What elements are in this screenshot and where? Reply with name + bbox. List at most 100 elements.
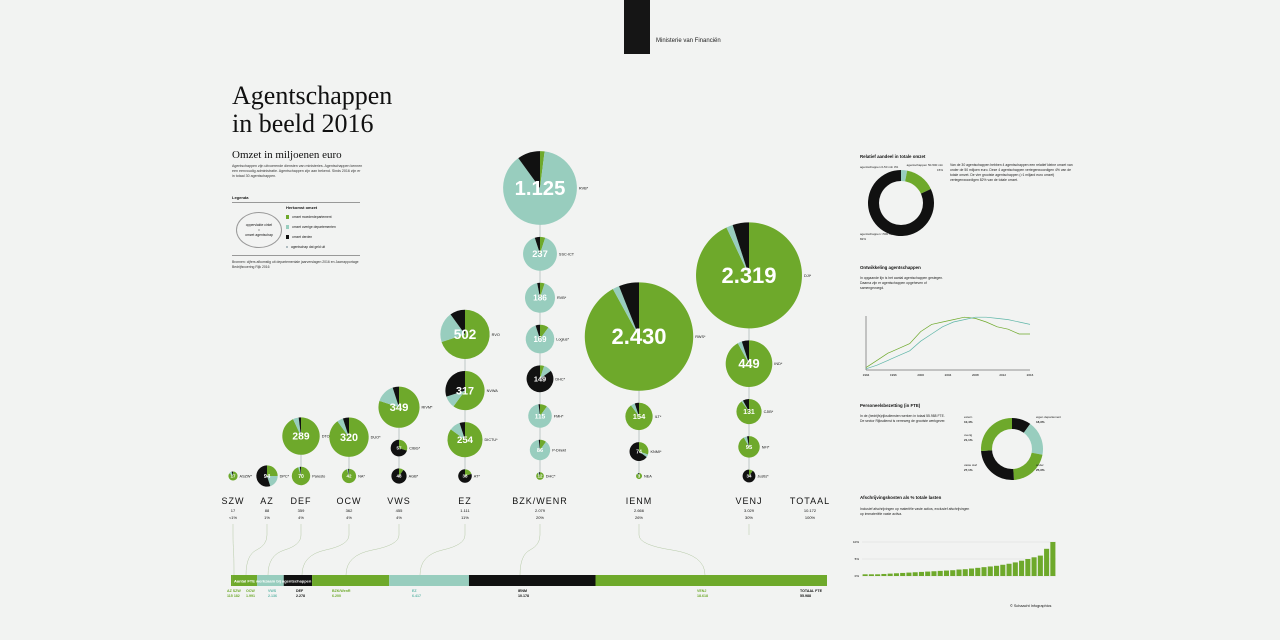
line-x-tick: 2004 (945, 373, 952, 377)
agency-value: 320 (340, 432, 358, 444)
bars-bar (943, 570, 950, 576)
agency-label: Paresto (312, 475, 325, 479)
pie-slice (458, 469, 472, 483)
legend-swatch (286, 215, 289, 219)
bars-bar (1025, 559, 1031, 576)
agency-value: 115 (535, 413, 546, 420)
legend-title: Legenda (232, 195, 249, 200)
agency-value: 74 (636, 449, 642, 455)
agency-value: 149 (534, 374, 546, 383)
agency-bubble (524, 282, 556, 313)
donut2-label: vaste staf (964, 463, 977, 467)
pie-slice (634, 402, 639, 417)
agency-label: CJIB* (764, 410, 774, 414)
pie-slice (741, 340, 749, 364)
agency-bubble (447, 422, 483, 458)
donut2-label: overig (964, 433, 973, 437)
line-x-tick: 1996 (890, 373, 897, 377)
pie-slice (625, 402, 653, 431)
pie-slice (523, 237, 557, 271)
department-code: IENM (626, 496, 653, 506)
bars-bar (875, 574, 881, 576)
agency-bubble (458, 469, 472, 483)
donut2-pct: 25,3% (1036, 468, 1045, 472)
department-code: EZ (458, 496, 472, 506)
bars-text: Inclusief afschrijvingen op materiële va… (860, 507, 970, 516)
legend-item: omzet overige departementen (286, 225, 336, 229)
pie-slice (298, 417, 301, 437)
fte-connector (232, 524, 235, 576)
bars-bar (862, 574, 868, 576)
pie-slice (726, 224, 749, 276)
fte-bar-segment (283, 575, 313, 586)
bars-bar (906, 572, 912, 576)
department-pct: 30% (745, 515, 753, 520)
pie-slice (540, 324, 549, 340)
agency-bubble (625, 402, 653, 431)
pie-slice (503, 151, 577, 225)
copyright: © Schaacht Infographics (1010, 604, 1052, 608)
donut-omzet (868, 170, 935, 237)
agency-bubble (329, 417, 369, 457)
department-pct: 4% (396, 515, 402, 520)
government-logo (624, 0, 650, 54)
donut2-pct: 18,3% (1036, 420, 1045, 424)
donut2-pct: 27,1% (964, 468, 973, 472)
agency-label: DTO* (322, 435, 332, 439)
legend-label: omzet derden (292, 235, 313, 239)
fte-label-venj: VENJ 18.618 (697, 589, 708, 598)
agency-value: 317 (456, 385, 474, 397)
agency-bubble (341, 468, 357, 484)
pie-slice (537, 282, 540, 298)
fte-connector (301, 524, 350, 576)
department-fte: 2.079 (535, 508, 546, 513)
agency-value: 154 (633, 412, 646, 421)
agency-bubble (742, 469, 756, 483)
agency-value: 42 (346, 474, 352, 479)
bars-bar (1044, 548, 1050, 576)
pie-slice (742, 398, 749, 412)
pie-slice (540, 282, 545, 298)
agency-value: 449 (738, 356, 759, 371)
fte-bar-segment (312, 575, 390, 586)
legend-circle-text: oppervlakte cirkel (245, 222, 273, 227)
department-fte: 362 (346, 508, 353, 513)
donut2-title: Personeelsbezetting (in FTE) (860, 403, 921, 408)
bars-bar (918, 571, 924, 576)
agency-label: RWS* (695, 335, 706, 339)
department-pct: 4% (346, 515, 352, 520)
donut1-text: Van de 30 agentschappen hebben 4 agentsc… (950, 163, 1073, 182)
donut1-label-big: agentschappen >500 mln 82% (860, 232, 894, 241)
agency-label: FMH* (554, 414, 564, 418)
agency-label: ILT* (655, 415, 662, 419)
pie-slice (538, 472, 540, 476)
agency-bubble (635, 473, 642, 479)
agency-value: 48 (396, 474, 402, 479)
pie-slice (743, 436, 749, 447)
agency-label: DICTU* (485, 438, 499, 442)
agency-bubble (584, 282, 694, 391)
agency-value: 94 (264, 474, 271, 480)
legend-swatch (286, 225, 289, 229)
agency-label: NVWA (487, 389, 499, 393)
department-fte: 3.029 (744, 508, 755, 513)
agency-bubble (629, 442, 649, 462)
agency-label: CIBG* (409, 447, 420, 451)
bars-bar (881, 573, 887, 576)
department-code: AZ (260, 496, 274, 506)
pie-slice (267, 476, 278, 487)
fte-bar-label: Aantal FTE werkzaam bij agentschappen (234, 579, 312, 584)
agency-bubble (525, 324, 555, 354)
pie-slice (540, 365, 551, 379)
agency-value: 237 (532, 249, 548, 259)
pie-slice (231, 471, 233, 476)
pie-slice (348, 468, 349, 476)
bars-bar (887, 573, 893, 576)
department-pct: 11% (461, 515, 469, 520)
agency-label: P-Direkt (552, 448, 567, 452)
donut2-pct: 21,1% (964, 438, 973, 442)
agency-label: DHC* (555, 377, 565, 381)
pie-slice (379, 387, 399, 408)
donut1-title: Relatief aandeel in totale omzet (860, 154, 926, 159)
bars-bar (912, 572, 918, 576)
